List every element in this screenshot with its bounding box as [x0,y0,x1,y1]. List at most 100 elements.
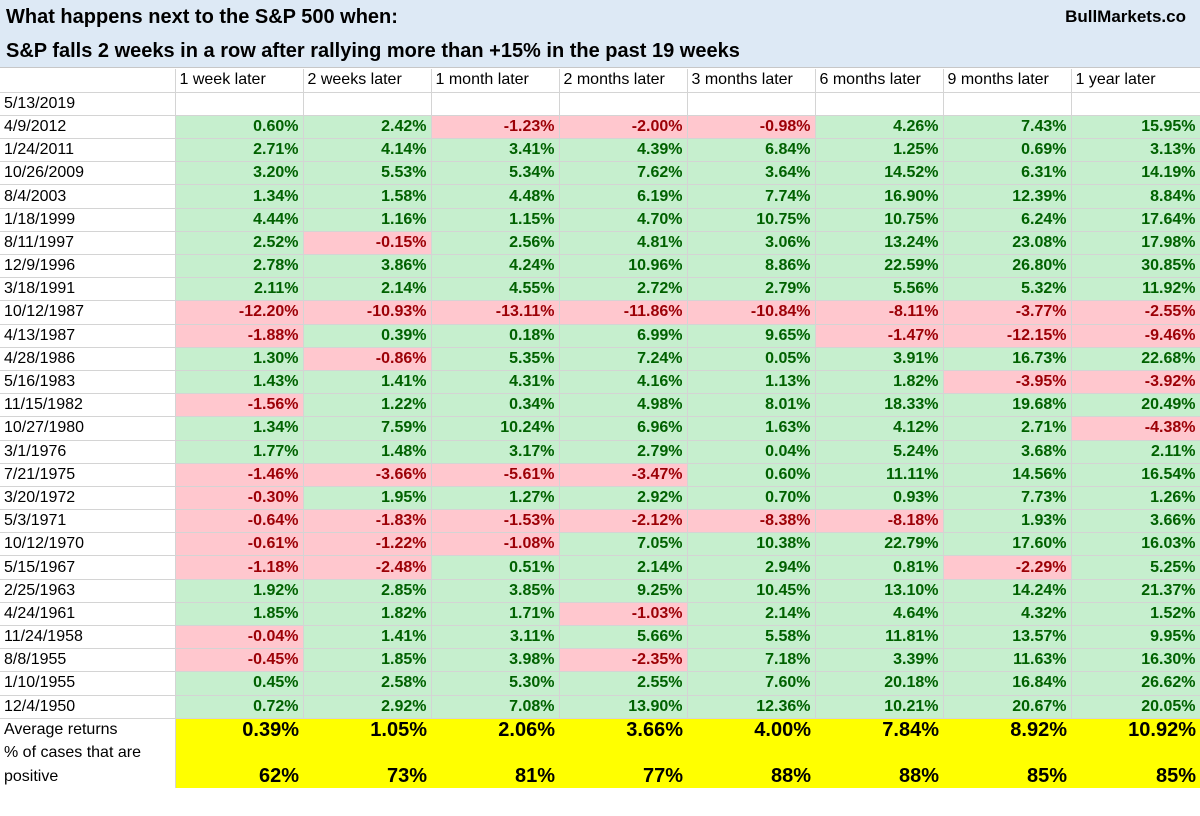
value-cell[interactable]: 2.92% [559,486,688,511]
value-cell[interactable]: -0.64% [175,509,304,534]
date-cell[interactable]: 4/13/1987 [0,324,176,348]
average-value-cell[interactable]: 7.84% [815,718,943,742]
value-cell[interactable]: -8.38% [687,509,816,534]
value-cell[interactable]: 22.59% [815,254,944,279]
value-cell[interactable]: 1.93% [943,509,1072,534]
value-cell[interactable]: 6.31% [943,161,1072,186]
value-cell[interactable]: 4.16% [559,370,688,395]
value-cell[interactable]: 0.70% [687,486,816,511]
value-cell[interactable] [815,92,944,116]
value-cell[interactable] [1071,92,1200,116]
value-cell[interactable]: 16.54% [1071,463,1200,487]
value-cell[interactable]: -1.46% [175,463,304,487]
value-cell[interactable]: 4.32% [943,602,1072,627]
value-cell[interactable]: 2.71% [175,138,304,163]
value-cell[interactable]: 21.37% [1071,579,1200,603]
value-cell[interactable]: 4.39% [559,138,688,163]
date-cell[interactable]: 12/9/1996 [0,254,176,279]
pct-positive-value-cell[interactable]: 81% [431,764,559,789]
value-cell[interactable]: 8.84% [1071,184,1200,209]
value-cell[interactable]: 7.08% [431,695,560,719]
date-cell[interactable]: 3/1/1976 [0,440,176,464]
value-cell[interactable] [175,92,304,116]
date-cell[interactable]: 5/15/1967 [0,555,176,580]
value-cell[interactable]: 5.24% [815,440,944,464]
value-cell[interactable]: 1.30% [175,347,304,371]
value-cell[interactable]: 2.72% [559,277,688,302]
value-cell[interactable]: 9.95% [1071,625,1200,650]
value-cell[interactable]: 6.19% [559,184,688,209]
value-cell[interactable]: 11.81% [815,625,944,650]
value-cell[interactable]: -0.30% [175,486,304,511]
value-cell[interactable]: 4.14% [303,138,432,163]
pct-positive-value-cell[interactable]: 62% [175,764,303,789]
value-cell[interactable]: 2.55% [559,671,688,696]
value-cell[interactable]: 10.21% [815,695,944,719]
value-cell[interactable]: 7.62% [559,161,688,186]
value-cell[interactable]: -3.92% [1071,370,1200,395]
value-cell[interactable]: 4.55% [431,277,560,302]
value-cell[interactable]: 3.13% [1071,138,1200,163]
value-cell[interactable]: -5.61% [431,463,560,487]
pct-positive-value-cell[interactable]: 85% [943,764,1071,789]
value-cell[interactable]: 5.34% [431,161,560,186]
value-cell[interactable]: 16.30% [1071,648,1200,673]
value-cell[interactable]: 3.98% [431,648,560,673]
value-cell[interactable]: 3.20% [175,161,304,186]
value-cell[interactable]: -3.95% [943,370,1072,395]
value-cell[interactable]: 2.42% [303,115,432,140]
pct-positive-value-cell[interactable]: 88% [687,764,815,789]
value-cell[interactable]: 8.01% [687,393,816,418]
pct-positive-value-cell[interactable]: 77% [559,764,687,789]
value-cell[interactable]: 1.71% [431,602,560,627]
value-cell[interactable]: 2.52% [175,231,304,256]
value-cell[interactable]: -2.35% [559,648,688,673]
date-cell[interactable]: 10/12/1970 [0,532,176,557]
value-cell[interactable]: 13.90% [559,695,688,719]
value-cell[interactable]: -0.86% [303,347,432,371]
value-cell[interactable]: 1.77% [175,440,304,464]
value-cell[interactable]: -1.56% [175,393,304,418]
average-value-cell[interactable]: 2.06% [431,718,559,742]
value-cell[interactable]: 17.60% [943,532,1072,557]
value-cell[interactable]: 1.41% [303,370,432,395]
value-cell[interactable]: 7.43% [943,115,1072,140]
date-cell[interactable]: 10/12/1987 [0,300,176,325]
value-cell[interactable]: 6.84% [687,138,816,163]
value-cell[interactable]: 3.91% [815,347,944,371]
value-cell[interactable]: -2.55% [1071,300,1200,325]
value-cell[interactable]: 12.39% [943,184,1072,209]
value-cell[interactable]: 2.11% [175,277,304,302]
value-cell[interactable]: 0.81% [815,555,944,580]
value-cell[interactable]: 2.58% [303,671,432,696]
value-cell[interactable]: -1.88% [175,324,304,348]
value-cell[interactable]: 4.31% [431,370,560,395]
value-cell[interactable] [943,92,1072,116]
value-cell[interactable]: 1.52% [1071,602,1200,627]
value-cell[interactable]: 2.94% [687,555,816,580]
date-cell[interactable]: 3/20/1972 [0,486,176,511]
value-cell[interactable]: 0.93% [815,486,944,511]
value-cell[interactable]: -4.38% [1071,416,1200,441]
value-cell[interactable]: 22.79% [815,532,944,557]
value-cell[interactable]: 1.85% [175,602,304,627]
value-cell[interactable]: 1.48% [303,440,432,464]
date-cell[interactable]: 8/4/2003 [0,184,176,209]
value-cell[interactable]: 0.60% [687,463,816,487]
value-cell[interactable]: 0.05% [687,347,816,371]
value-cell[interactable]: 6.99% [559,324,688,348]
value-cell[interactable]: 2.14% [687,602,816,627]
average-value-cell[interactable]: 8.92% [943,718,1071,742]
value-cell[interactable]: -3.47% [559,463,688,487]
value-cell[interactable]: -3.77% [943,300,1072,325]
date-cell[interactable]: 3/18/1991 [0,277,176,302]
value-cell[interactable]: 4.12% [815,416,944,441]
value-cell[interactable]: 4.44% [175,208,304,232]
date-cell[interactable]: 5/3/1971 [0,509,176,534]
value-cell[interactable]: 10.45% [687,579,816,603]
value-cell[interactable]: 11.11% [815,463,944,487]
value-cell[interactable]: 4.98% [559,393,688,418]
value-cell[interactable]: 7.74% [687,184,816,209]
value-cell[interactable]: 23.08% [943,231,1072,256]
value-cell[interactable]: 14.56% [943,463,1072,487]
